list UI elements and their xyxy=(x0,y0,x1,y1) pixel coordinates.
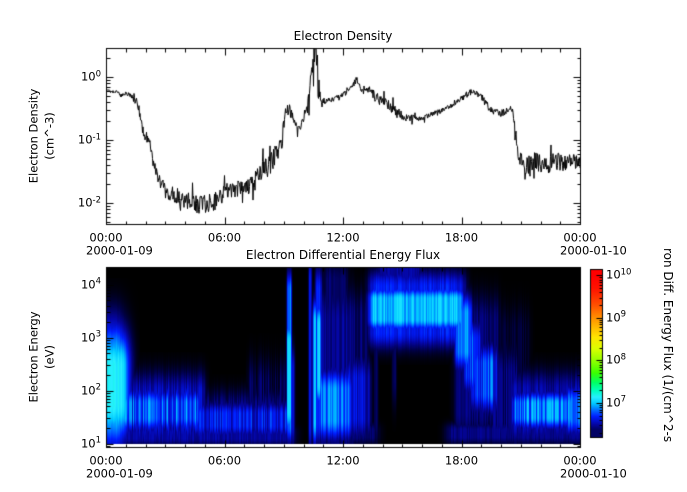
energy-y-tick-label: 101 xyxy=(80,435,101,450)
bottom-x-tick-label: 18:00 xyxy=(444,453,479,468)
top-x-tick-label: 00:00 xyxy=(89,230,123,245)
bottom-x-tick-label: 06:00 xyxy=(207,453,242,468)
density-y-tick-label: 10-1 xyxy=(77,131,101,147)
energy-y-axis-units: (eV) xyxy=(42,345,57,369)
energy-y-tick-label: 102 xyxy=(80,382,101,397)
energy-y-tick-label: 103 xyxy=(80,329,101,344)
date-label-bottom-left: 2000-01-09 xyxy=(86,466,153,481)
density-plot-title: Electron Density xyxy=(293,29,393,43)
density-y-tick-label: 10-2 xyxy=(77,194,101,210)
bottom-x-tick-label: 12:00 xyxy=(326,453,360,468)
flux-plot-title: Electron Differential Energy Flux xyxy=(245,248,441,262)
top-x-tick-label: 00:00 xyxy=(563,230,597,245)
density-y-axis-units: (cm^-3) xyxy=(42,112,57,160)
colorbar-tick-label: 1010 xyxy=(606,267,632,282)
colorbar-tick-label: 108 xyxy=(606,352,627,367)
bottom-x-tick-label: 00:00 xyxy=(89,453,123,468)
top-x-tick-label: 18:00 xyxy=(444,230,479,245)
density-y-axis-label: Electron Density xyxy=(26,88,41,184)
colorbar-tick-label: 109 xyxy=(606,309,627,325)
top-x-tick-label: 06:00 xyxy=(207,230,242,245)
date-label-top-right: 2000-01-10 xyxy=(560,243,627,258)
energy-y-axis-label: Electron Energy xyxy=(26,311,41,403)
colorbar-tick-label: 107 xyxy=(606,394,627,410)
colorbar-axis-label: ron Diff. Energy Flux (1/(cm^2-s xyxy=(661,248,675,443)
date-label-bottom-right: 2000-01-10 xyxy=(560,466,627,481)
date-label-top-left: 2000-01-09 xyxy=(86,243,153,258)
top-x-tick-label: 12:00 xyxy=(326,230,360,245)
density-y-tick-label: 100 xyxy=(80,68,101,84)
energy-y-tick-label: 104 xyxy=(80,276,101,291)
bottom-x-tick-label: 00:00 xyxy=(563,453,597,468)
